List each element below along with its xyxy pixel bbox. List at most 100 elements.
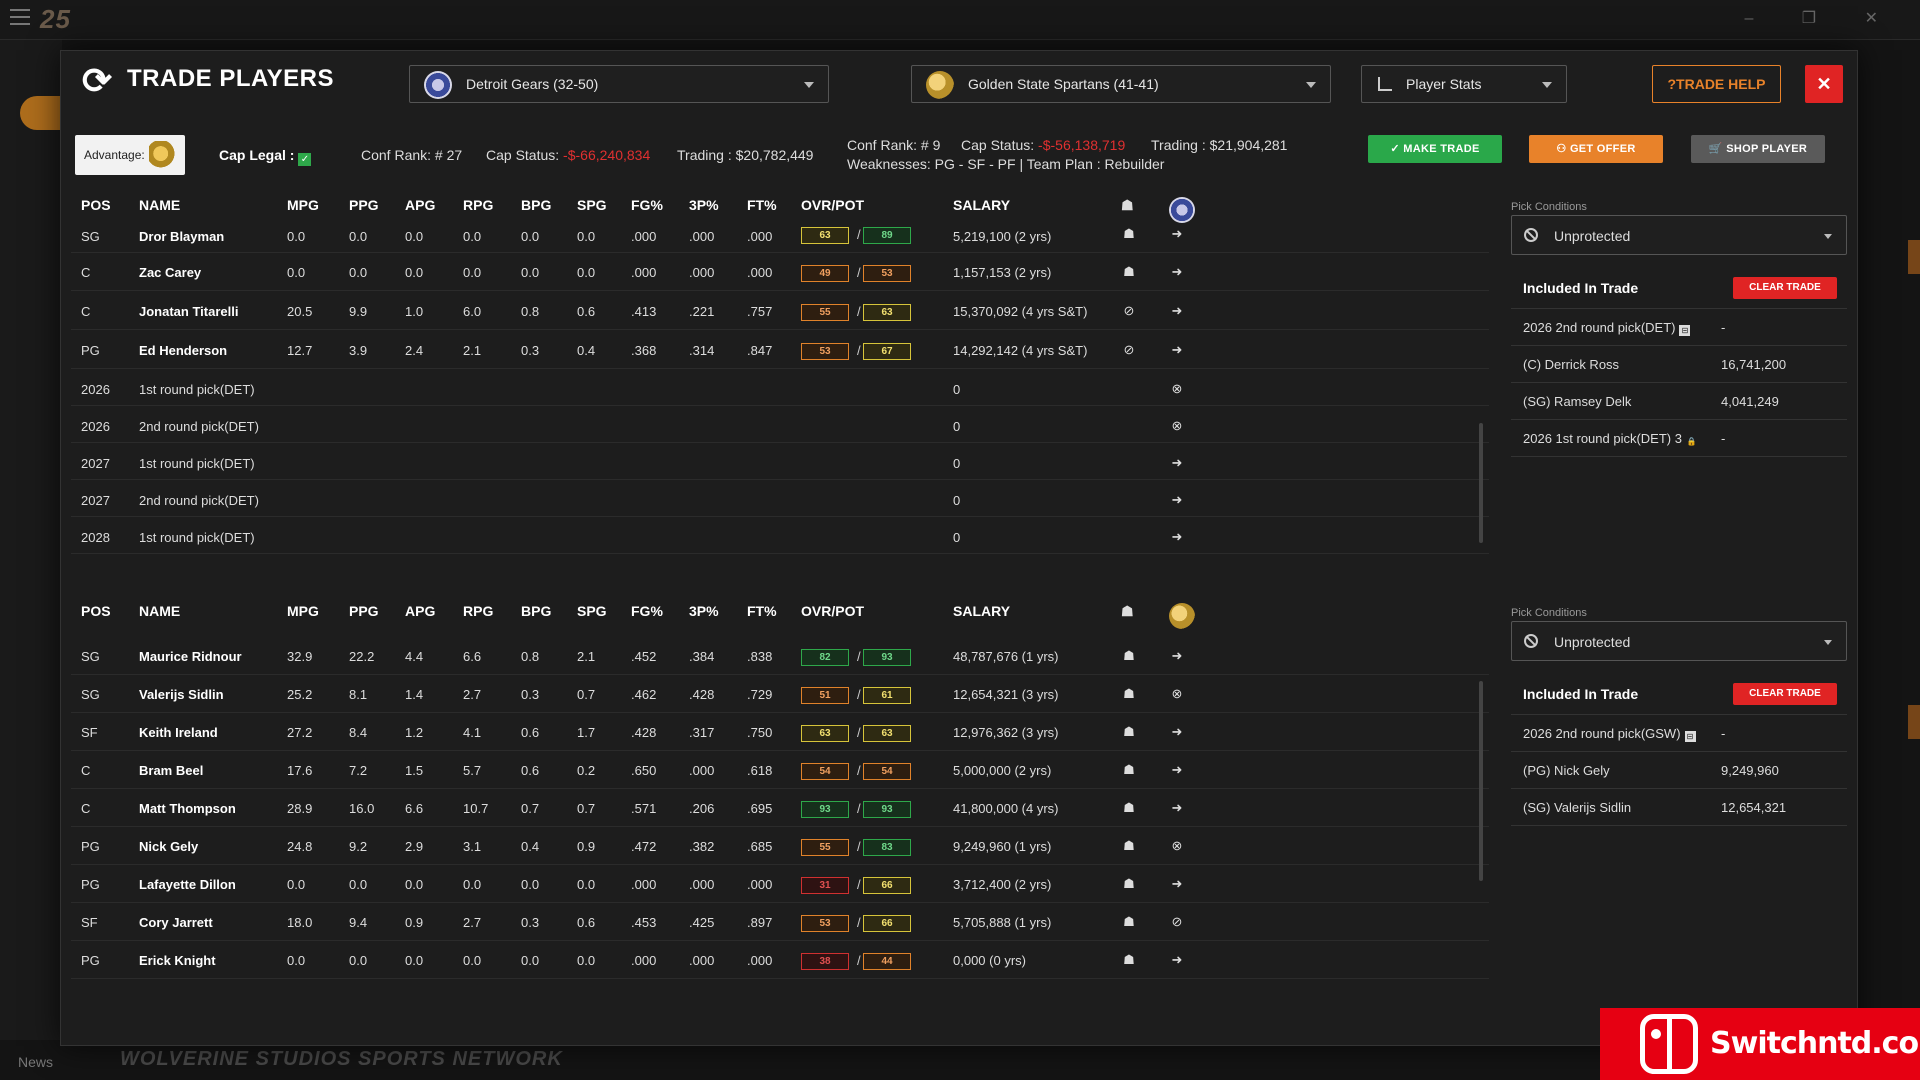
table-row[interactable]: PG Erick Knight 0.0 0.0 0.0 0.0 0.0 0.0 .000 .000…	[71, 941, 1489, 979]
column-header-ft-[interactable]: FT%	[747, 603, 777, 619]
table-row[interactable]: SG Valerijs Sidlin 25.2 8.1 1.4 2.7 0.3 0.7 .462…	[71, 675, 1489, 713]
top-table-scrollbar[interactable]	[1479, 423, 1483, 543]
add-arrow-circle-icon[interactable]: ➜	[1171, 952, 1183, 967]
players-icon[interactable]: ☗	[1123, 264, 1135, 279]
table-row[interactable]: C Matt Thompson 28.9 16.0 6.6 10.7 0.7 0.7 .571.…	[71, 789, 1489, 827]
players-icon[interactable]: ☗	[1123, 226, 1135, 241]
table-row[interactable]: C Zac Carey 0.0 0.0 0.0 0.0 0.0 0.0 .000 .000 .000…	[71, 253, 1489, 291]
column-header-spg[interactable]: SPG	[577, 197, 607, 213]
table-row[interactable]: PG Lafayette Dillon 0.0 0.0 0.0 0.0 0.0 0.0 .000…	[71, 865, 1489, 903]
included-item[interactable]: (C) Derrick Ross 16,741,200	[1511, 346, 1847, 383]
add-arrow-circle-icon[interactable]: ➜	[1171, 876, 1183, 891]
add-arrow-circle-icon[interactable]: ➜	[1171, 342, 1183, 357]
table-row[interactable]: SF Keith Ireland 27.2 8.4 1.2 4.1 0.6 1.7 .428 .3…	[71, 713, 1489, 751]
column-header-ovr-pot[interactable]: OVR/POT	[801, 197, 865, 213]
table-row[interactable]: C Jonatan Titarelli 20.5 9.9 1.0 6.0 0.8 0.6 .41…	[71, 292, 1489, 330]
add-arrow-circle-icon[interactable]: ➜	[1171, 303, 1183, 318]
chevron-down-icon	[804, 82, 814, 88]
column-header-spg[interactable]: SPG	[577, 603, 607, 619]
column-header-name[interactable]: NAME	[139, 197, 181, 213]
column-header-ft-[interactable]: FT%	[747, 197, 777, 213]
trade-help-button[interactable]: ?TRADE HELP	[1652, 65, 1781, 103]
get-offer-button[interactable]: ⚇ GET OFFER	[1529, 135, 1663, 163]
table-row[interactable]: PG Nick Gely 24.8 9.2 2.9 3.1 0.4 0.9 .472 .382 .6…	[71, 827, 1489, 865]
make-trade-button[interactable]: ✓ MAKE TRADE	[1368, 135, 1502, 163]
column-header-salary[interactable]: SALARY	[953, 197, 1011, 213]
remove-circle-icon[interactable]: ⊗	[1171, 686, 1183, 701]
table-row[interactable]: SG Maurice Ridnour 32.9 22.2 4.4 6.6 0.8 2.1 .45…	[71, 637, 1489, 675]
remove-circle-icon[interactable]: ⊗	[1171, 418, 1183, 433]
bottom-table-scrollbar[interactable]	[1479, 681, 1483, 881]
players-icon[interactable]: ☗	[1123, 800, 1135, 815]
block-icon[interactable]: ⊘	[1123, 342, 1135, 357]
team-right-select[interactable]: Golden State Spartans (41-41)	[911, 65, 1331, 103]
block-icon[interactable]: ⊘	[1123, 303, 1135, 318]
draft-pick-row[interactable]: 2027 2nd round pick(DET) 0 ➜	[71, 481, 1489, 517]
included-item[interactable]: 2026 1st round pick(DET) 3 🔒 -	[1511, 420, 1847, 457]
column-header-mpg[interactable]: MPG	[287, 197, 319, 213]
column-header-bpg[interactable]: BPG	[521, 603, 552, 619]
players-icon[interactable]: ☗	[1123, 648, 1135, 663]
players-icon[interactable]: ☗	[1123, 724, 1135, 739]
table-row[interactable]: SF Cory Jarrett 18.0 9.4 0.9 2.7 0.3 0.6 .453 .42…	[71, 903, 1489, 941]
players-icon[interactable]: ☗	[1123, 952, 1135, 967]
remove-circle-icon[interactable]: ⊗	[1171, 381, 1183, 396]
table-row[interactable]: PG Ed Henderson 12.7 3.9 2.4 2.1 0.3 0.4 .368 .31…	[71, 331, 1489, 369]
column-header-name[interactable]: NAME	[139, 603, 181, 619]
column-header-mpg[interactable]: MPG	[287, 603, 319, 619]
column-header-3p-[interactable]: 3P%	[689, 197, 719, 213]
draft-pick-row[interactable]: 2028 1st round pick(DET) 0 ➜	[71, 518, 1489, 554]
column-header-bpg[interactable]: BPG	[521, 197, 552, 213]
draft-pick-row[interactable]: 2026 1st round pick(DET) 0 ⊗	[71, 370, 1489, 406]
add-arrow-circle-icon[interactable]: ➜	[1171, 648, 1183, 663]
column-header-apg[interactable]: APG	[405, 603, 436, 619]
add-arrow-circle-icon[interactable]: ➜	[1171, 800, 1183, 815]
column-header-salary[interactable]: SALARY	[953, 603, 1011, 619]
included-item[interactable]: (SG) Ramsey Delk 4,041,249	[1511, 383, 1847, 420]
clear-trade-button[interactable]: CLEAR TRADE	[1733, 277, 1837, 299]
included-item[interactable]: (PG) Nick Gely 9,249,960	[1511, 752, 1847, 789]
stats-mode-select[interactable]: Player Stats	[1361, 65, 1567, 103]
add-arrow-circle-icon[interactable]: ➜	[1171, 762, 1183, 777]
add-arrow-circle-icon[interactable]: ➜	[1171, 226, 1183, 241]
column-header-fg-[interactable]: FG%	[631, 603, 663, 619]
column-header-rpg[interactable]: RPG	[463, 603, 494, 619]
included-item[interactable]: 2026 2nd round pick(DET) ⊟ -	[1511, 309, 1847, 346]
news-label[interactable]: News	[18, 1054, 54, 1070]
column-header-ppg[interactable]: PPG	[349, 197, 379, 213]
draft-pick-row[interactable]: 2026 2nd round pick(DET) 0 ⊗	[71, 407, 1489, 443]
players-icon[interactable]: ☗	[1123, 838, 1135, 853]
players-icon[interactable]: ☗	[1123, 686, 1135, 701]
add-arrow-circle-icon[interactable]: ⊘	[1171, 914, 1183, 929]
column-header-pos[interactable]: POS	[81, 603, 111, 619]
window-controls[interactable]: – ❐ ✕	[1744, 10, 1900, 27]
add-arrow-circle-icon[interactable]: ➜	[1171, 724, 1183, 739]
column-header-pos[interactable]: POS	[81, 197, 111, 213]
close-button[interactable]: ✕	[1805, 65, 1843, 103]
team-left-select[interactable]: Detroit Gears (32-50)	[409, 65, 829, 103]
add-arrow-circle-icon[interactable]: ➜	[1171, 264, 1183, 279]
table-row[interactable]: C Bram Beel 17.6 7.2 1.5 5.7 0.6 0.2 .650 .000 .61…	[71, 751, 1489, 789]
included-item[interactable]: (SG) Valerijs Sidlin 12,654,321	[1511, 789, 1847, 826]
add-arrow-circle-icon[interactable]: ➜	[1171, 492, 1183, 507]
menu-icon[interactable]	[10, 9, 30, 25]
pick-conditions-select[interactable]: Unprotected	[1511, 215, 1847, 255]
players-icon[interactable]: ☗	[1123, 876, 1135, 891]
players-icon[interactable]: ☗	[1123, 914, 1135, 929]
column-header-fg-[interactable]: FG%	[631, 197, 663, 213]
shop-player-button[interactable]: 🛒 SHOP PLAYER	[1691, 135, 1825, 163]
table-row[interactable]: SG Dror Blayman 0.0 0.0 0.0 0.0 0.0 0.0 .000 .000…	[71, 227, 1489, 253]
draft-pick-row[interactable]: 2027 1st round pick(DET) 0 ➜	[71, 444, 1489, 480]
column-header-3p-[interactable]: 3P%	[689, 603, 719, 619]
clear-trade-button[interactable]: CLEAR TRADE	[1733, 683, 1837, 705]
column-header-ovr-pot[interactable]: OVR/POT	[801, 603, 865, 619]
players-icon[interactable]: ☗	[1123, 762, 1135, 777]
included-item[interactable]: 2026 2nd round pick(GSW) ⊟ -	[1511, 715, 1847, 752]
remove-circle-icon[interactable]: ⊗	[1171, 838, 1183, 853]
column-header-apg[interactable]: APG	[405, 197, 436, 213]
column-header-rpg[interactable]: RPG	[463, 197, 494, 213]
pick-conditions-select[interactable]: Unprotected	[1511, 621, 1847, 661]
add-arrow-circle-icon[interactable]: ➜	[1171, 529, 1183, 544]
add-arrow-circle-icon[interactable]: ➜	[1171, 455, 1183, 470]
column-header-ppg[interactable]: PPG	[349, 603, 379, 619]
